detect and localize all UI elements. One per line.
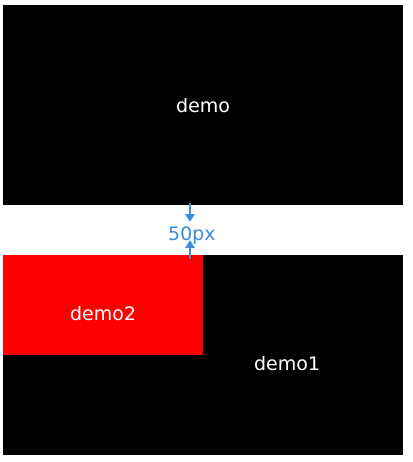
gap-label: 50px [168, 223, 216, 245]
gap-arrow-icon [185, 203, 195, 259]
demo-box: demo [3, 5, 403, 205]
gap-arrow-bottom-head [185, 240, 195, 248]
demo-label: demo [176, 95, 230, 117]
demo2-box: demo2 [3, 255, 203, 355]
demo1-label: demo1 [254, 353, 320, 375]
demo2-label: demo2 [70, 303, 136, 325]
gap-arrow-top-head [185, 214, 195, 222]
